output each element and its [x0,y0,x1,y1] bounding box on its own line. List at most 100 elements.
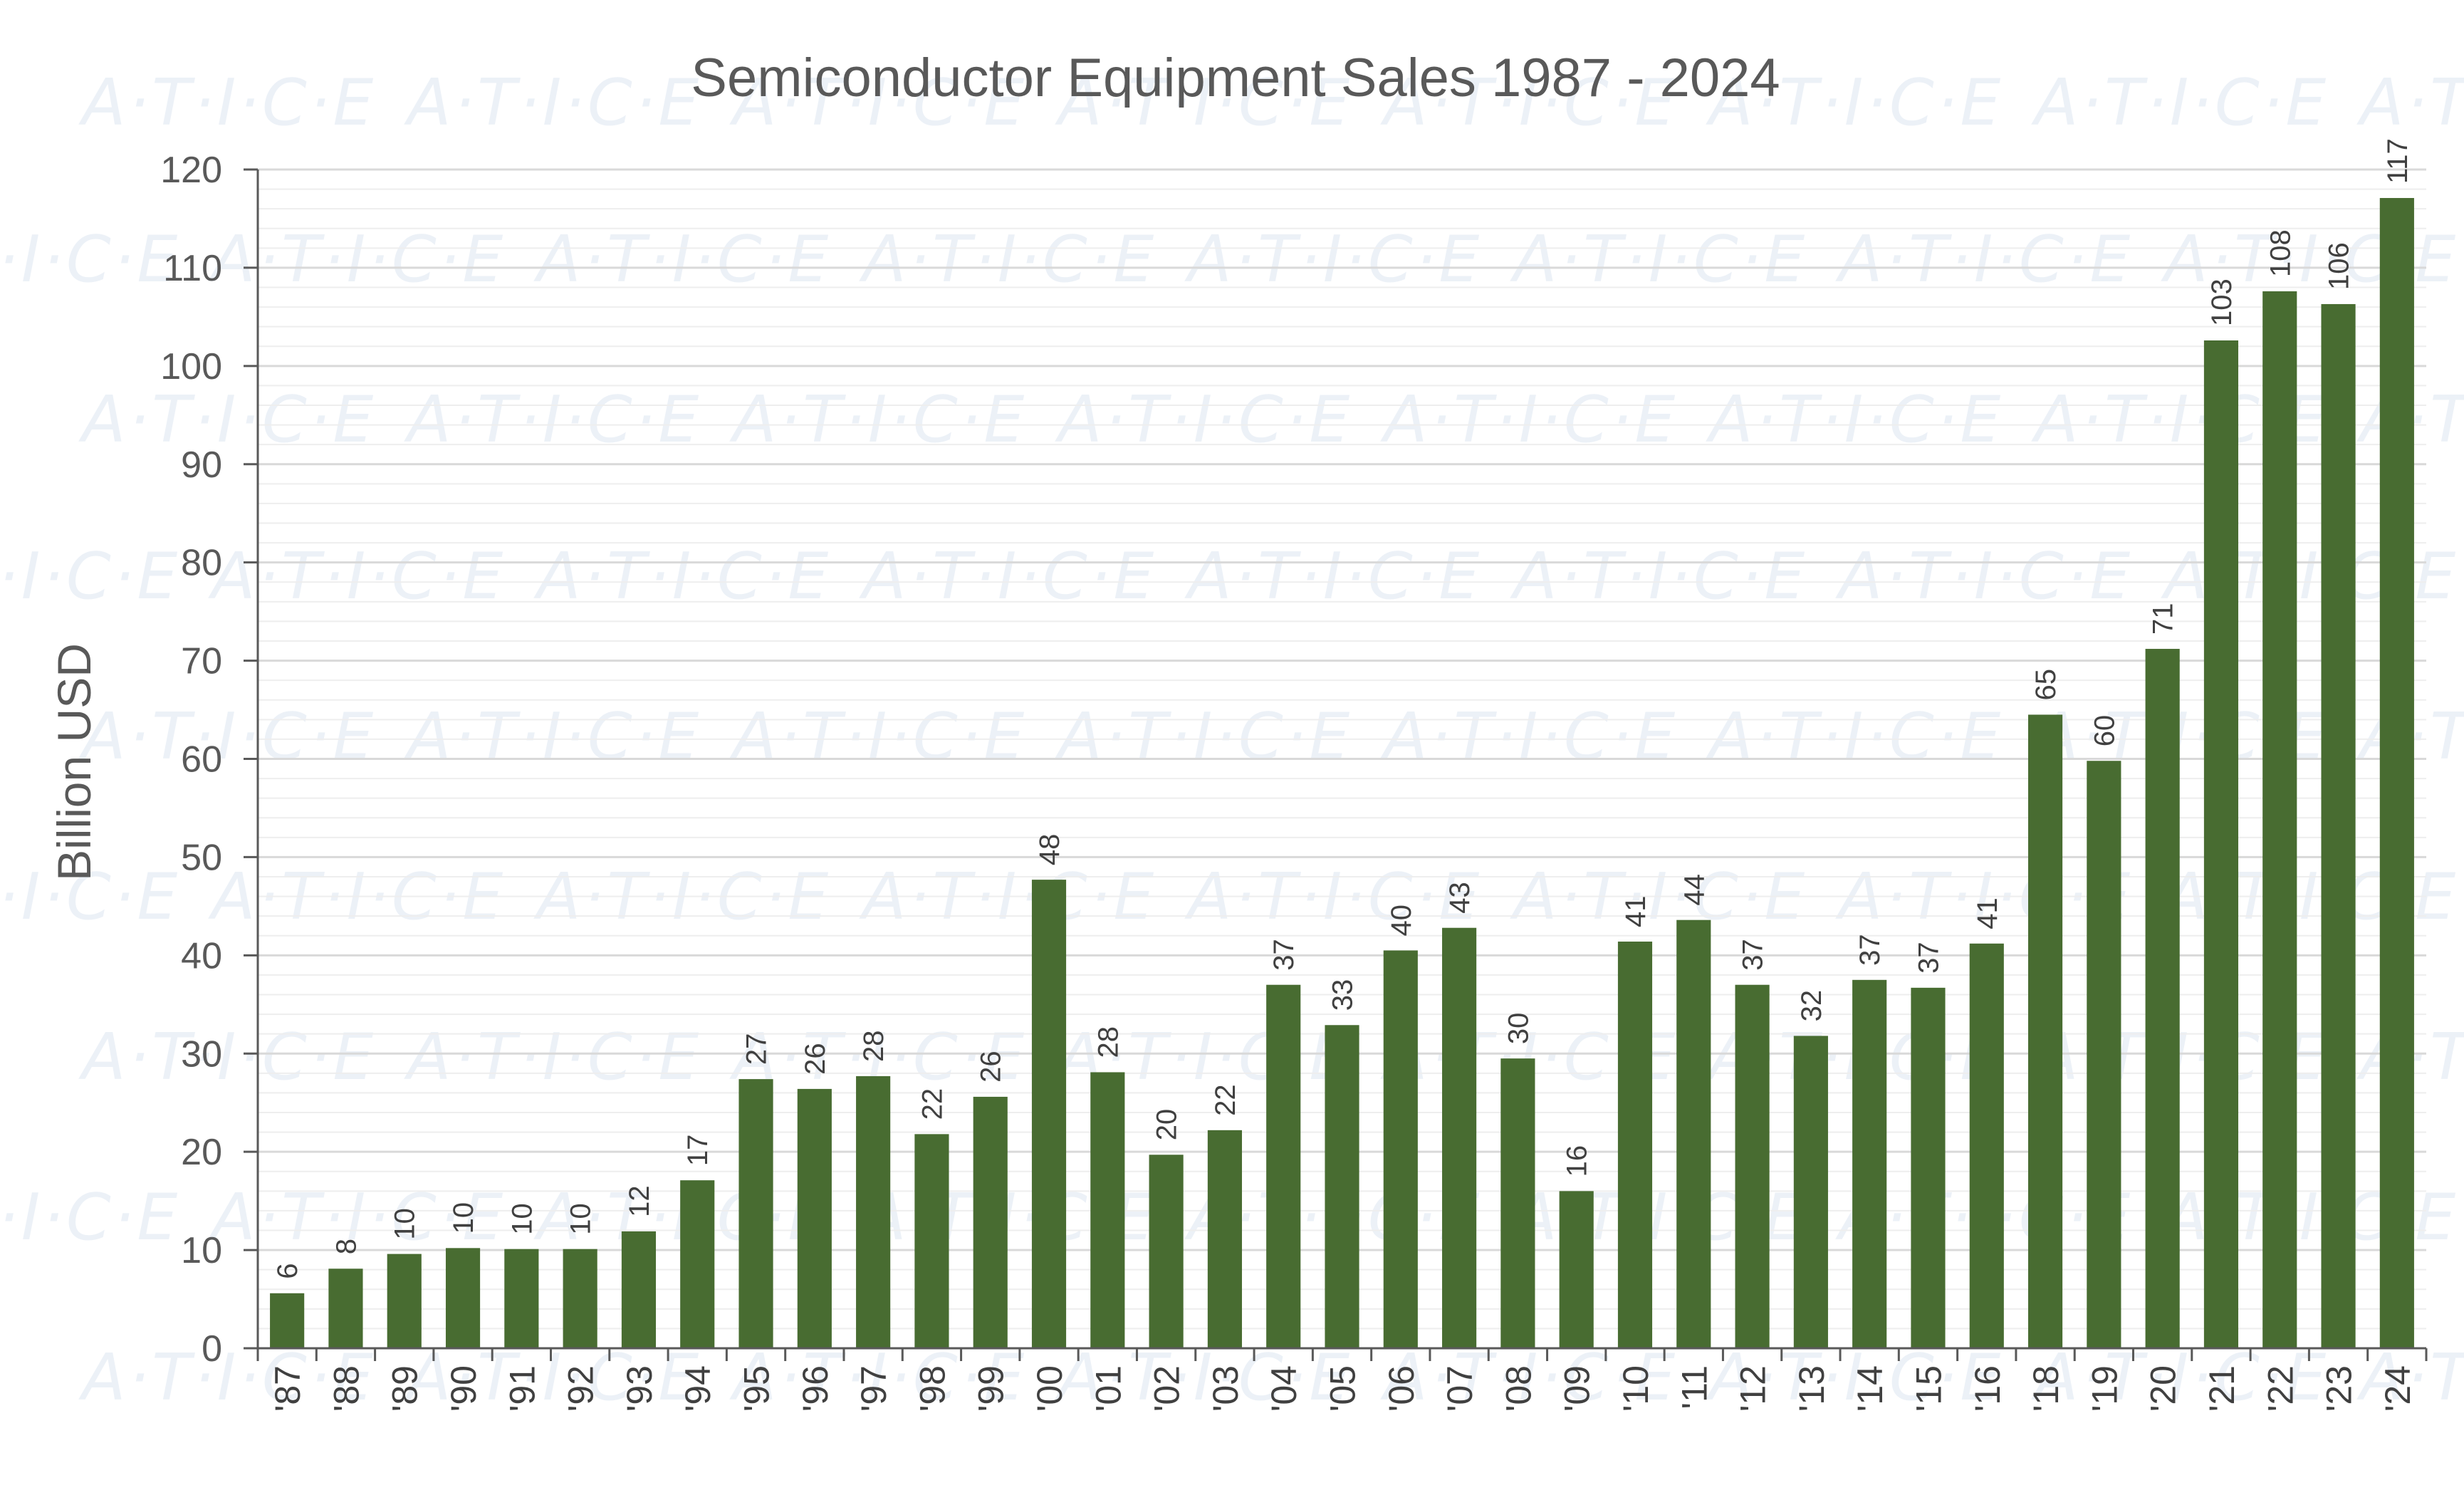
data-label: 37 [1268,939,1300,971]
y-tick-label: 40 [181,935,222,976]
y-tick-label: 70 [181,641,222,682]
bar [2087,761,2121,1348]
y-tick-label: 80 [181,543,222,584]
x-tick-label: '99 [971,1365,1011,1412]
watermark-text: A·T·I·C·E [0,222,180,297]
watermark-text: A·T·I·C·E [729,1340,1027,1415]
x-tick-label: '12 [1733,1365,1773,1412]
x-tick-label: '22 [2260,1365,2300,1412]
data-label: 108 [2265,229,2296,277]
watermark-text: A·T·I·C·E [1510,222,1807,297]
watermark-text: A·T·I·C·E [2031,1340,2329,1415]
x-tick-label: '94 [678,1365,718,1412]
data-label: 65 [2030,669,2062,701]
watermark-text: A·T·I·C·E [729,382,1027,457]
data-label: 16 [1562,1145,1593,1177]
data-label: 44 [1679,874,1710,906]
data-label: 71 [2148,603,2179,635]
watermark-text: A·T·I·C·E [404,699,701,774]
data-label: 30 [1503,1013,1534,1045]
watermark-text: A·T·I·C·E [1706,66,2003,140]
x-tick-label: '10 [1616,1365,1656,1412]
bar [2321,303,2356,1349]
x-tick-label: '15 [1909,1365,1948,1412]
bar [1735,984,1770,1348]
watermark-text: A·T·I·C·E [404,1020,701,1095]
watermark-text: A·T·I·C·E [1184,222,1482,297]
data-label: 22 [1210,1084,1241,1116]
bar [2262,291,2297,1349]
y-tick-labels: 0 10 20 30 40 50 60 70 80 90 100 110 120 [160,150,222,1370]
x-tick-label: '20 [2144,1365,2183,1412]
x-tick-label: '88 [326,1365,366,1412]
x-tick-label: '05 [1323,1365,1363,1412]
x-tick-label: '03 [1206,1365,1246,1412]
bar [2379,197,2414,1348]
data-label: 27 [741,1033,773,1065]
x-tick-label: '11 [1674,1365,1714,1409]
watermark-text: A·T·I·C·E [1706,1340,2003,1415]
data-label: 41 [1620,896,1651,928]
data-label: 103 [2206,278,2238,326]
watermark-text: A·T·I·C·E [1380,66,1678,140]
bar [1559,1191,1594,1348]
data-label: 28 [858,1030,889,1062]
bar [328,1268,363,1348]
data-label: 10 [390,1208,421,1240]
watermark-text: A·T·I·C·E [1510,539,1807,614]
y-tick-label: 90 [181,444,222,486]
watermark-text: A·T·I·C·E [1055,382,1352,457]
x-tick-label: '09 [1557,1365,1597,1412]
x-tick-label: '04 [1264,1365,1304,1412]
watermark-text: A·T·I·C·E [78,699,376,774]
data-label: 37 [1913,942,1944,974]
watermark-text: A·T·I·C·E [1835,222,2133,297]
watermark-text: A·T·I·C·E [2356,1340,2464,1415]
bar [738,1079,773,1348]
bar [1207,1130,1242,1348]
data-label: 10 [565,1203,597,1235]
data-label: 33 [1327,979,1359,1011]
data-label: 32 [1796,990,1827,1022]
bar [973,1096,1008,1348]
watermark-text: A·T·I·C·E [1380,699,1678,774]
data-label: 20 [1152,1109,1183,1141]
data-label: 60 [2089,715,2120,747]
bar [1442,927,1477,1348]
x-tick-label: '96 [795,1365,835,1412]
watermark-text: A·T·I·C·E [1184,539,1482,614]
x-tick-label: '06 [1382,1365,1421,1412]
data-label: 117 [2382,138,2413,184]
bar [2145,649,2180,1348]
bar [1090,1072,1125,1348]
watermark-text: A·T·I·C·E [78,66,376,140]
x-tick-label: '19 [2084,1365,2124,1412]
x-tick-label: '02 [1147,1365,1187,1412]
bar [387,1254,422,1348]
bar [1676,919,1711,1348]
watermark-text: A·T·I·C·E [208,539,506,614]
chart-title: Semiconductor Equipment Sales 1987 - 202… [691,48,1780,108]
bar [1969,943,2004,1348]
watermark-text: A·T·I·C·E [1055,1340,1352,1415]
watermark-text: A·T·I·C·E [1055,699,1352,774]
bar [1500,1058,1535,1348]
watermark-text: A·T·I·C·E [1706,382,2003,457]
x-tick-label: '01 [1088,1365,1128,1412]
x-tick-label: '93 [620,1365,659,1412]
bar [621,1231,657,1348]
data-label: 40 [1386,905,1417,937]
y-tick-label: 60 [181,739,222,781]
x-tick-label: '16 [1968,1365,2008,1412]
x-tick-label: '87 [268,1365,308,1412]
bar [1031,880,1067,1348]
y-tick-label: 120 [160,150,222,191]
watermark-text: A·T·I·C·E [533,539,831,614]
watermark-text: A·T·I·C·E [729,66,1027,140]
watermark-text: A·T·I·C·E [0,860,180,934]
data-label: 17 [682,1135,714,1167]
data-label: 48 [1034,834,1065,866]
watermark-text: A·T·I·C·E [78,1020,376,1095]
watermark-text: A·T·I·C·E [404,382,701,457]
x-tick-label: '13 [1792,1365,1832,1412]
